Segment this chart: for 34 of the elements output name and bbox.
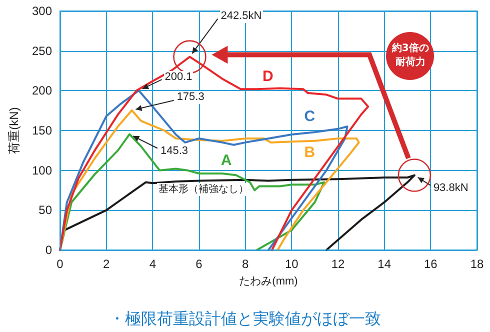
x-tick-label: 0 [56,257,64,271]
series-label: A [220,152,233,170]
y-tick-label: 200 [32,84,52,98]
x-tick-label: 16 [424,257,438,271]
annotation: 93.8kN [432,182,470,196]
annotation: 175.3 [176,91,206,104]
x-tick-label: 14 [378,257,392,271]
x-axis-title: たわみ(mm) [239,276,298,288]
y-tick-label: 250 [32,44,52,58]
annotation: 200.1 [164,70,194,84]
series-label: C [303,108,316,125]
x-tick-label: 8 [242,257,249,271]
series-label: 基本形（補強なし） [157,183,250,196]
x-tick-label: 6 [196,257,203,271]
annotation: 145.3 [160,145,190,158]
line-series [59,133,326,251]
text: ・極限荷重設計値と実験値がほぼ一致 [108,309,382,330]
line-series [59,90,348,251]
line-series [59,109,360,251]
y-tick-label: 100 [32,163,52,178]
annotation: 約3倍の耐荷力 [386,32,434,80]
series-label: D [262,68,274,85]
x-tick-label: 4 [149,257,156,271]
x-tick-label: 18 [470,257,484,271]
y-tick-label: 0 [45,243,52,257]
y-tick-label: 300 [32,4,52,18]
annotation: 242.5kN [220,10,263,23]
x-tick-label: 12 [331,257,345,271]
y-axis-title: 荷重(kN) [7,107,21,154]
x-tick-label: 10 [284,257,299,271]
y-tick-label: 150 [32,124,52,138]
series-label: B [303,144,316,161]
x-tick-label: 2 [102,257,110,271]
y-tick-label: 50 [38,203,52,218]
